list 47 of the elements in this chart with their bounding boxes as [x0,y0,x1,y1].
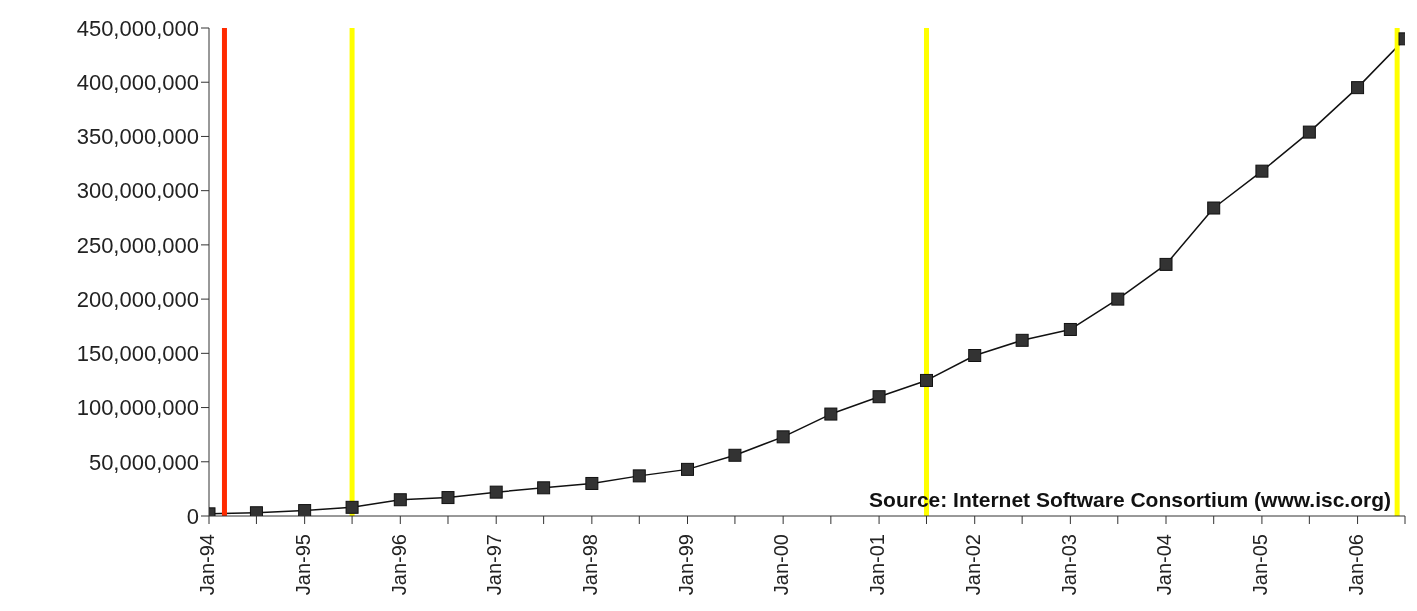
point [1302,125,1316,139]
y-tick-label: 150,000,000 [76,341,199,367]
x-tick-label: Jan-03 [1057,534,1080,596]
point [1063,322,1077,336]
point [1351,81,1365,95]
point [441,491,455,505]
point [1207,201,1221,215]
x-tick-label: Jan-05 [1249,534,1272,596]
point [776,430,790,444]
x-tick-label: Jan-06 [1344,534,1367,596]
x-tick-label: Jan-04 [1153,534,1176,596]
point [728,448,742,462]
y-tick-label: 400,000,000 [76,70,199,96]
x-tick-label: Jan-98 [579,534,602,596]
point [1255,164,1269,178]
point [824,407,838,421]
point [681,462,695,476]
point [968,349,982,362]
x-tick-label: Jan-96 [387,534,410,596]
x-tick-label: Jan-94 [196,534,219,596]
point [298,504,312,516]
point [1111,292,1125,306]
point [920,373,933,387]
y-tick-label: 100,000,000 [76,395,199,421]
point [537,481,551,495]
y-tick-label: 350,000,000 [76,124,199,150]
point [489,485,503,499]
point [345,500,359,514]
point [585,476,599,490]
x-tick-label: Jan-95 [291,534,314,596]
y-tick-label: 50,000,000 [88,449,199,475]
y-tick-label: 300,000,000 [76,178,199,204]
x-tick-label: Jan-01 [866,534,889,596]
point [872,390,886,404]
y-tick-label: 450,000,000 [76,15,199,41]
x-tick-label: Jan-97 [483,534,506,596]
x-tick-label: Jan-99 [674,534,697,596]
x-tick-label: Jan-02 [961,534,984,596]
point [632,469,646,483]
y-tick-label: 200,000,000 [76,286,199,312]
y-tick-label: 250,000,000 [76,232,199,258]
point [393,493,407,507]
y-tick-label: 0 [186,503,199,529]
point [249,506,263,516]
point [1015,333,1029,347]
x-tick-label: Jan-00 [770,534,793,596]
point [1159,257,1173,271]
